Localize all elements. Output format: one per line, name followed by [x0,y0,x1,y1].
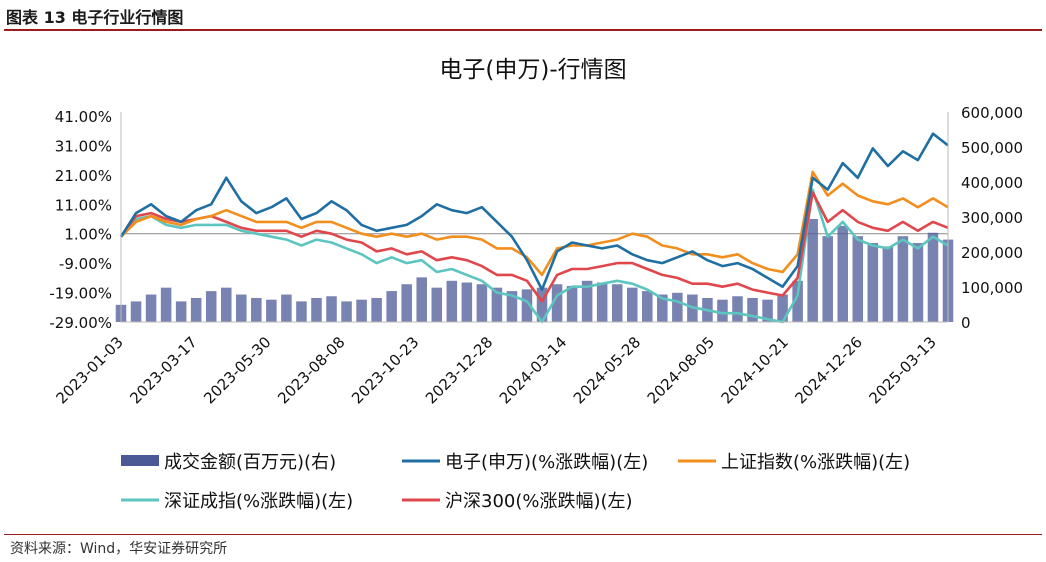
y-right-tick-label: 0 [961,314,971,332]
volume-bar [566,285,578,322]
volume-bar [672,292,683,322]
volume-bar [266,299,277,322]
volume-bar [145,294,157,322]
volume-bar [491,287,503,322]
volume-bar [461,282,473,322]
volume-bar [281,294,292,322]
y-left-tick-label: 1.00% [64,226,112,244]
legend-label: 上证指数(%涨跌幅)(左) [721,452,910,473]
volume-bar [912,243,924,322]
volume-bar [371,297,382,322]
x-tick-label: 2023-08-08 [274,333,348,407]
y-left-tick-label: 11.00% [55,196,112,214]
volume-bar [581,280,593,322]
volume-bar [311,297,322,322]
volume-bar [341,301,352,322]
volume-bar [822,236,833,322]
volume-bar [837,225,849,322]
volume-bar [296,301,307,322]
x-tick-label: 2023-03-17 [126,333,200,407]
figure-title: 图表 13 电子行业行情图 [6,8,184,27]
x-tick-label: 2024-08-05 [644,333,718,407]
chart: 电子(申万)-行情图 41.00% 31.00% 21.00% 11.00% 1.00%… [49,57,1023,512]
y-left-tick-label: -9.00% [59,255,112,273]
volume-bar [732,296,743,322]
x-tick-label: 2025-03-13 [865,333,939,407]
volume-bar [446,280,458,322]
volume-bar [551,284,563,322]
volume-bar [476,284,488,322]
volume-bar [536,287,548,322]
volume-bar [175,301,187,322]
series-lines [119,132,949,324]
volume-bar [762,299,773,322]
volume-bar [251,297,262,322]
volume-bar [611,284,623,322]
volume-bar [642,291,653,322]
x-tick-label: 2024-05-28 [570,333,644,407]
y-left-tick-label: 21.00% [55,167,112,185]
chart-title: 电子(申万)-行情图 [439,57,626,83]
top-rule [4,29,1042,31]
volume-bar [190,297,202,322]
volume-bar [416,277,427,322]
volume-bar [386,291,397,322]
volume-bar [717,299,728,322]
volume-bar [205,291,217,322]
volume-bar [852,236,864,322]
legend-label: 电子(申万)(%涨跌幅)(左) [445,452,648,473]
volume-bar [521,289,533,322]
y-right-tick-label: 400,000 [961,174,1023,192]
legend-label: 沪深300(%涨跌幅)(左) [445,491,633,512]
legend-label: 深证成指(%涨跌幅)(左) [164,491,353,512]
volume-bar [807,219,818,322]
legend-swatch [121,455,159,466]
y-left-tick-label: 41.00% [55,108,112,126]
y-right-tick-label: 500,000 [961,139,1023,157]
y-right-tick-label: 600,000 [961,104,1023,122]
volume-bar [867,243,879,322]
x-tick-label: 2024-03-14 [496,333,570,407]
y-left-tick-label: -19.00% [49,285,112,303]
volume-bar [356,299,367,322]
y-left-tick-label: -29.00% [49,314,112,332]
volume-bar [160,287,172,322]
y-right-tick-label: 200,000 [961,244,1023,262]
legend: 成交金额(百万元)(右) 电子(申万)(%涨跌幅)(左) 上证指数(%涨跌幅)(左)… [121,452,910,512]
volume-bar [130,301,142,322]
volume-bar [596,282,608,322]
legend-label: 成交金额(百万元)(右) [164,452,336,473]
y-right-tick-label: 300,000 [961,209,1023,227]
volume-bar [897,236,909,322]
x-tick-label: 2023-10-23 [348,333,422,407]
x-tick-label: 2023-01-03 [52,333,126,407]
series-line [119,191,949,303]
x-tick-label: 2023-12-28 [422,333,496,407]
volume-bar [626,287,638,322]
volume-bar [927,232,939,322]
x-tick-label: 2024-10-21 [718,333,792,407]
volume-bar [657,294,668,322]
source-note: 资料来源：Wind，华安证券研究所 [10,541,228,557]
volume-bar [401,284,412,322]
volume-bar [747,297,758,322]
volume-bar [236,294,247,322]
volume-bar [777,294,788,322]
x-tick-label: 2024-12-26 [792,333,866,407]
volume-bar [882,246,894,322]
volume-bar [220,287,232,322]
volume-bar [431,287,443,322]
volume-bar [326,296,337,322]
y-right-tick-label: 100,000 [961,279,1023,297]
volume-bar [506,291,518,322]
bottom-rule [4,534,1042,535]
series-line [119,132,949,291]
volume-bar [792,280,803,322]
x-tick-label: 2023-05-30 [200,333,274,407]
y-left-tick-label: 31.00% [55,137,112,155]
